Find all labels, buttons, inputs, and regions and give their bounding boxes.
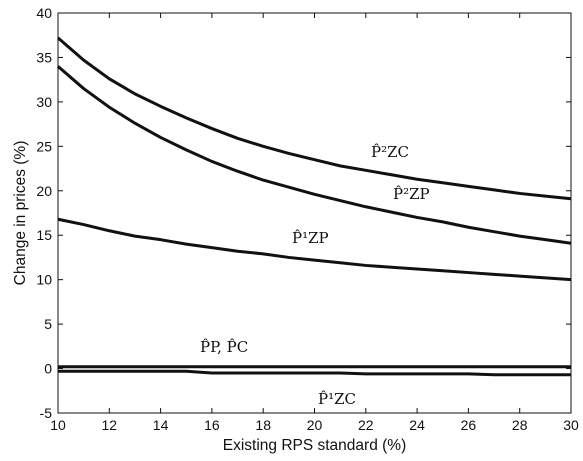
x-tick-label: 20	[307, 417, 323, 433]
y-axis-label: Change in prices (%)	[12, 141, 29, 286]
svg-text:P̂P, P̂C: P̂P, P̂C	[200, 338, 248, 356]
plot-frame	[57, 12, 572, 414]
series-line-1	[57, 65, 572, 245]
series-label-text: P̂²ZP	[393, 185, 430, 203]
x-tick-label: 30	[563, 417, 579, 433]
x-tick-label: 16	[204, 417, 220, 433]
y-tick-label: 10	[36, 272, 52, 288]
y-tick-label: 0	[44, 361, 52, 377]
tick-marks	[57, 12, 572, 414]
svg-text:P̂¹ZC: P̂¹ZC	[318, 390, 356, 408]
x-tick-label: 12	[102, 417, 118, 433]
series-label-pzc1: P̂¹ZC	[318, 390, 356, 408]
x-tick-label: 26	[461, 417, 477, 433]
x-tick-label: 24	[409, 417, 425, 433]
series-label-pp-pc: P̂P, P̂C	[200, 338, 248, 356]
x-tick-label: 10	[50, 417, 66, 433]
series-label-pzc2: P̂²ZC	[371, 143, 409, 161]
y-tick-label: 15	[36, 227, 52, 243]
y-tick-label: 30	[36, 94, 52, 110]
series-line-2	[57, 217, 572, 282]
svg-text:P̂²ZP: P̂²ZP	[393, 185, 430, 203]
svg-text:P̂¹ZP: P̂¹ZP	[292, 229, 329, 247]
y-tick-label: -5	[40, 405, 53, 421]
tick-labels: 10 12 14 16 18 20 22 24 26 28 30 -5 0 5 10 15 20 25 30 35 40	[36, 5, 579, 433]
series-label-pzp2: P̂²ZP	[393, 185, 430, 203]
series-label-text: P̂P, P̂C	[200, 338, 248, 356]
svg-text:P̂²ZC: P̂²ZC	[371, 143, 409, 161]
x-tick-label: 22	[358, 417, 374, 433]
x-tick-label: 28	[512, 417, 528, 433]
x-tick-label: 14	[153, 417, 169, 433]
y-tick-label: 5	[44, 316, 52, 332]
series-line-0	[57, 36, 572, 201]
series-lines	[57, 36, 572, 377]
series-label-text: P̂¹ZC	[318, 390, 356, 408]
series-line-4	[58, 369, 571, 377]
x-tick-label: 18	[255, 417, 271, 433]
series-label-text: P̂²ZC	[371, 143, 409, 161]
y-tick-label: 35	[36, 49, 52, 65]
x-axis-label: Existing RPS standard (%)	[223, 437, 407, 454]
y-tick-label: 25	[36, 138, 52, 154]
series-label-text: P̂¹ZP	[292, 229, 329, 247]
y-tick-label: 20	[36, 183, 52, 199]
series-label-pzp1: P̂¹ZP	[292, 229, 329, 247]
y-tick-label: 40	[36, 5, 52, 21]
